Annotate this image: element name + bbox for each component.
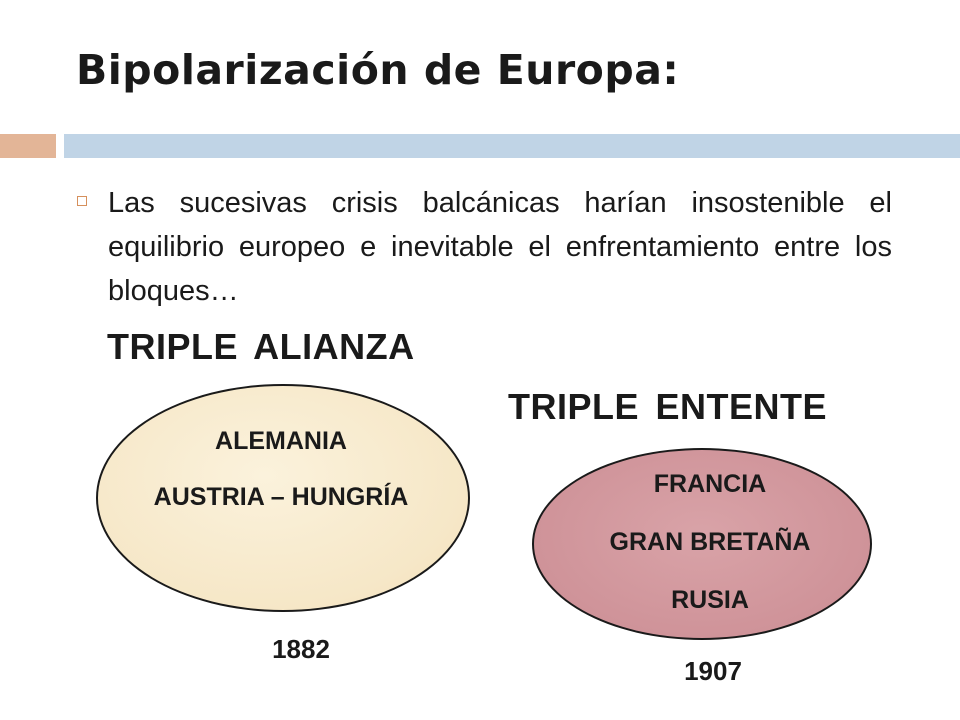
year-triple-alianza: 1882	[272, 634, 330, 664]
bullet-text: Las sucesivas crisis balcánicas harían i…	[108, 187, 892, 307]
triple-entente-ellipse	[532, 448, 872, 640]
slide-title: Bipolarización de Europa:	[76, 46, 680, 94]
title-underline-bar	[64, 134, 960, 158]
accent-bar	[0, 134, 56, 158]
member-francia: FRANCIA	[653, 470, 767, 498]
year-triple-entente: 1907	[684, 656, 742, 686]
heading-triple-entente: TRIPLE ENTENTE	[508, 386, 828, 427]
member-alemania: ALEMANIA	[215, 427, 347, 455]
member-gran-bretana: GRAN BRETAÑA	[609, 528, 811, 556]
bullet-square-icon	[77, 196, 87, 206]
member-austria-hungria: AUSTRIA – HUNGRÍA	[153, 483, 409, 511]
member-rusia: RUSIA	[671, 586, 749, 614]
triple-alianza-ellipse	[96, 384, 470, 612]
heading-triple-alianza: TRIPLE ALIANZA	[107, 326, 415, 367]
